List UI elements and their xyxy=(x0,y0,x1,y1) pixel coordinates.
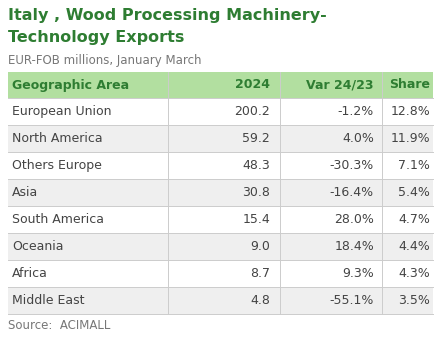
Text: Italy , Wood Processing Machinery-: Italy , Wood Processing Machinery- xyxy=(8,8,326,23)
Text: Geographic Area: Geographic Area xyxy=(12,79,129,92)
Text: -55.1%: -55.1% xyxy=(329,294,373,307)
Text: -16.4%: -16.4% xyxy=(329,186,373,199)
Text: 15.4: 15.4 xyxy=(242,213,269,226)
Text: 200.2: 200.2 xyxy=(234,105,269,118)
Text: Technology Exports: Technology Exports xyxy=(8,30,184,45)
Text: Oceania: Oceania xyxy=(12,240,64,253)
Text: European Union: European Union xyxy=(12,105,111,118)
Text: 28.0%: 28.0% xyxy=(333,213,373,226)
Text: 4.7%: 4.7% xyxy=(397,213,429,226)
Text: 12.8%: 12.8% xyxy=(389,105,429,118)
Text: 59.2: 59.2 xyxy=(242,132,269,145)
Text: Africa: Africa xyxy=(12,267,48,280)
Text: 9.3%: 9.3% xyxy=(342,267,373,280)
Text: EUR-FOB millions, January March: EUR-FOB millions, January March xyxy=(8,54,201,67)
Text: 18.4%: 18.4% xyxy=(333,240,373,253)
Text: Middle East: Middle East xyxy=(12,294,84,307)
Text: Others Europe: Others Europe xyxy=(12,159,102,172)
Text: South America: South America xyxy=(12,213,104,226)
Text: 8.7: 8.7 xyxy=(249,267,269,280)
Text: Source:  ACIMALL: Source: ACIMALL xyxy=(8,319,110,332)
Text: 5.4%: 5.4% xyxy=(397,186,429,199)
Text: 3.5%: 3.5% xyxy=(397,294,429,307)
Text: North America: North America xyxy=(12,132,102,145)
Text: Var 24/23: Var 24/23 xyxy=(306,79,373,92)
Text: -30.3%: -30.3% xyxy=(329,159,373,172)
Text: 4.0%: 4.0% xyxy=(341,132,373,145)
Text: 11.9%: 11.9% xyxy=(389,132,429,145)
Text: -1.2%: -1.2% xyxy=(337,105,373,118)
Text: 30.8: 30.8 xyxy=(242,186,269,199)
Text: 9.0: 9.0 xyxy=(250,240,269,253)
Text: 2024: 2024 xyxy=(234,79,269,92)
Text: 4.8: 4.8 xyxy=(250,294,269,307)
Text: Share: Share xyxy=(388,79,429,92)
Text: 7.1%: 7.1% xyxy=(397,159,429,172)
Text: Asia: Asia xyxy=(12,186,38,199)
Text: 4.4%: 4.4% xyxy=(397,240,429,253)
Text: 48.3: 48.3 xyxy=(242,159,269,172)
Text: 4.3%: 4.3% xyxy=(397,267,429,280)
